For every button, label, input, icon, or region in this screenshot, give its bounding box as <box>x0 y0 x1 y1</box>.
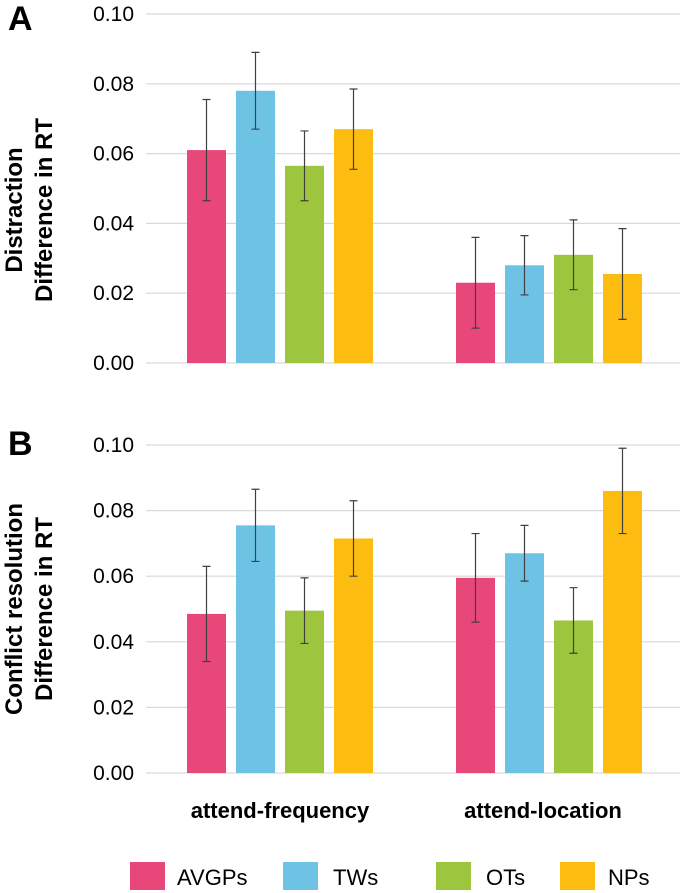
panel-a-ylabel-line2: Difference in RT <box>31 118 58 302</box>
panel-a-yticks: 0.00 0.02 0.04 0.06 0.08 0.10 <box>93 3 134 375</box>
panel-a-gridlines <box>146 13 680 364</box>
panel-b-error-bar-tws-attend-frequency <box>251 488 260 563</box>
legend-label-tws: TWs <box>333 865 378 890</box>
panel-a-ylabel-line1: Distraction <box>1 147 28 272</box>
panel-a-error-bar-tws-attend-location <box>520 235 529 296</box>
panel-b-bar-tws-attend-frequency <box>236 525 275 773</box>
panel-b-error-bar-nps-attend-frequency <box>349 500 358 577</box>
panel-b: B Conflict resolution Difference in RT 0… <box>1 425 680 785</box>
panel-a-error-bar-avgps-attend-location <box>471 236 480 329</box>
panel-a-ytick-label: 0.10 <box>93 3 134 26</box>
panel-b-error-bar-nps-attend-location <box>618 447 627 535</box>
panel-a-letter: A <box>8 0 33 38</box>
panel-b-error-bar-ots-attend-frequency <box>300 577 309 645</box>
legend-swatch-ots <box>436 862 471 890</box>
panel-a-error-bar-avgps-attend-frequency <box>202 98 211 202</box>
panel-a-error-bar-nps-attend-location <box>618 228 627 320</box>
legend-swatch-tws <box>283 862 318 890</box>
panel-b-ylabel-line2: Difference in RT <box>31 517 58 701</box>
panel-b-error-bar-tws-attend-location <box>520 524 529 582</box>
legend: AVGPs TWs OTs NPs <box>130 862 650 890</box>
category-label-attend-location: attend-location <box>464 798 622 823</box>
panel-b-gridlines <box>146 444 680 774</box>
legend-label-nps: NPs <box>608 865 650 890</box>
panel-a-bars <box>187 90 642 363</box>
panel-b-ytick-label: 0.10 <box>93 434 134 457</box>
panel-b-ytick-label: 0.02 <box>93 696 134 719</box>
panel-b-ytick-label: 0.08 <box>93 500 134 523</box>
panel-a-bar-tws-attend-frequency <box>236 90 275 363</box>
panel-a-ytick-label: 0.04 <box>93 212 134 235</box>
legend-label-avgps: AVGPs <box>177 865 248 890</box>
panel-b-error-bar-avgps-attend-frequency <box>202 565 211 663</box>
panel-b-bar-nps-attend-location <box>603 490 642 773</box>
panel-b-error-bar-avgps-attend-location <box>471 532 480 623</box>
panel-b-bars <box>187 490 642 773</box>
panel-a-ytick-label: 0.08 <box>93 73 134 96</box>
panel-b-yticks: 0.00 0.02 0.04 0.06 0.08 0.10 <box>93 434 134 785</box>
panel-a-ytick-label: 0.06 <box>93 143 134 166</box>
legend-label-ots: OTs <box>486 865 525 890</box>
panel-a-error-bar-tws-attend-frequency <box>251 51 260 130</box>
panel-a-error-bars <box>202 51 627 329</box>
panel-a-error-bar-ots-attend-frequency <box>300 130 309 202</box>
panel-b-ytick-label: 0.04 <box>93 631 134 654</box>
panel-a-error-bar-nps-attend-frequency <box>349 88 358 170</box>
panel-b-ytick-label: 0.00 <box>93 762 134 785</box>
panel-a: A Distraction Difference in RT 0.000.020… <box>1 0 680 375</box>
panel-b-ylabel-line1: Conflict resolution <box>1 503 28 715</box>
panel-b-error-bar-ots-attend-location <box>569 587 578 654</box>
panel-a-error-bar-ots-attend-location <box>569 219 578 291</box>
panel-a-ytick-label: 0.00 <box>93 352 134 375</box>
panel-b-error-bars <box>202 447 627 663</box>
legend-swatch-avgps <box>130 862 165 890</box>
panel-b-ytick-label: 0.06 <box>93 565 134 588</box>
category-label-attend-frequency: attend-frequency <box>191 798 370 823</box>
panel-a-ytick-label: 0.02 <box>93 282 134 305</box>
panel-b-bar-tws-attend-location <box>505 553 544 773</box>
legend-swatch-nps <box>560 862 595 890</box>
panel-b-letter: B <box>8 425 33 463</box>
panel-b-bar-nps-attend-frequency <box>334 538 373 773</box>
